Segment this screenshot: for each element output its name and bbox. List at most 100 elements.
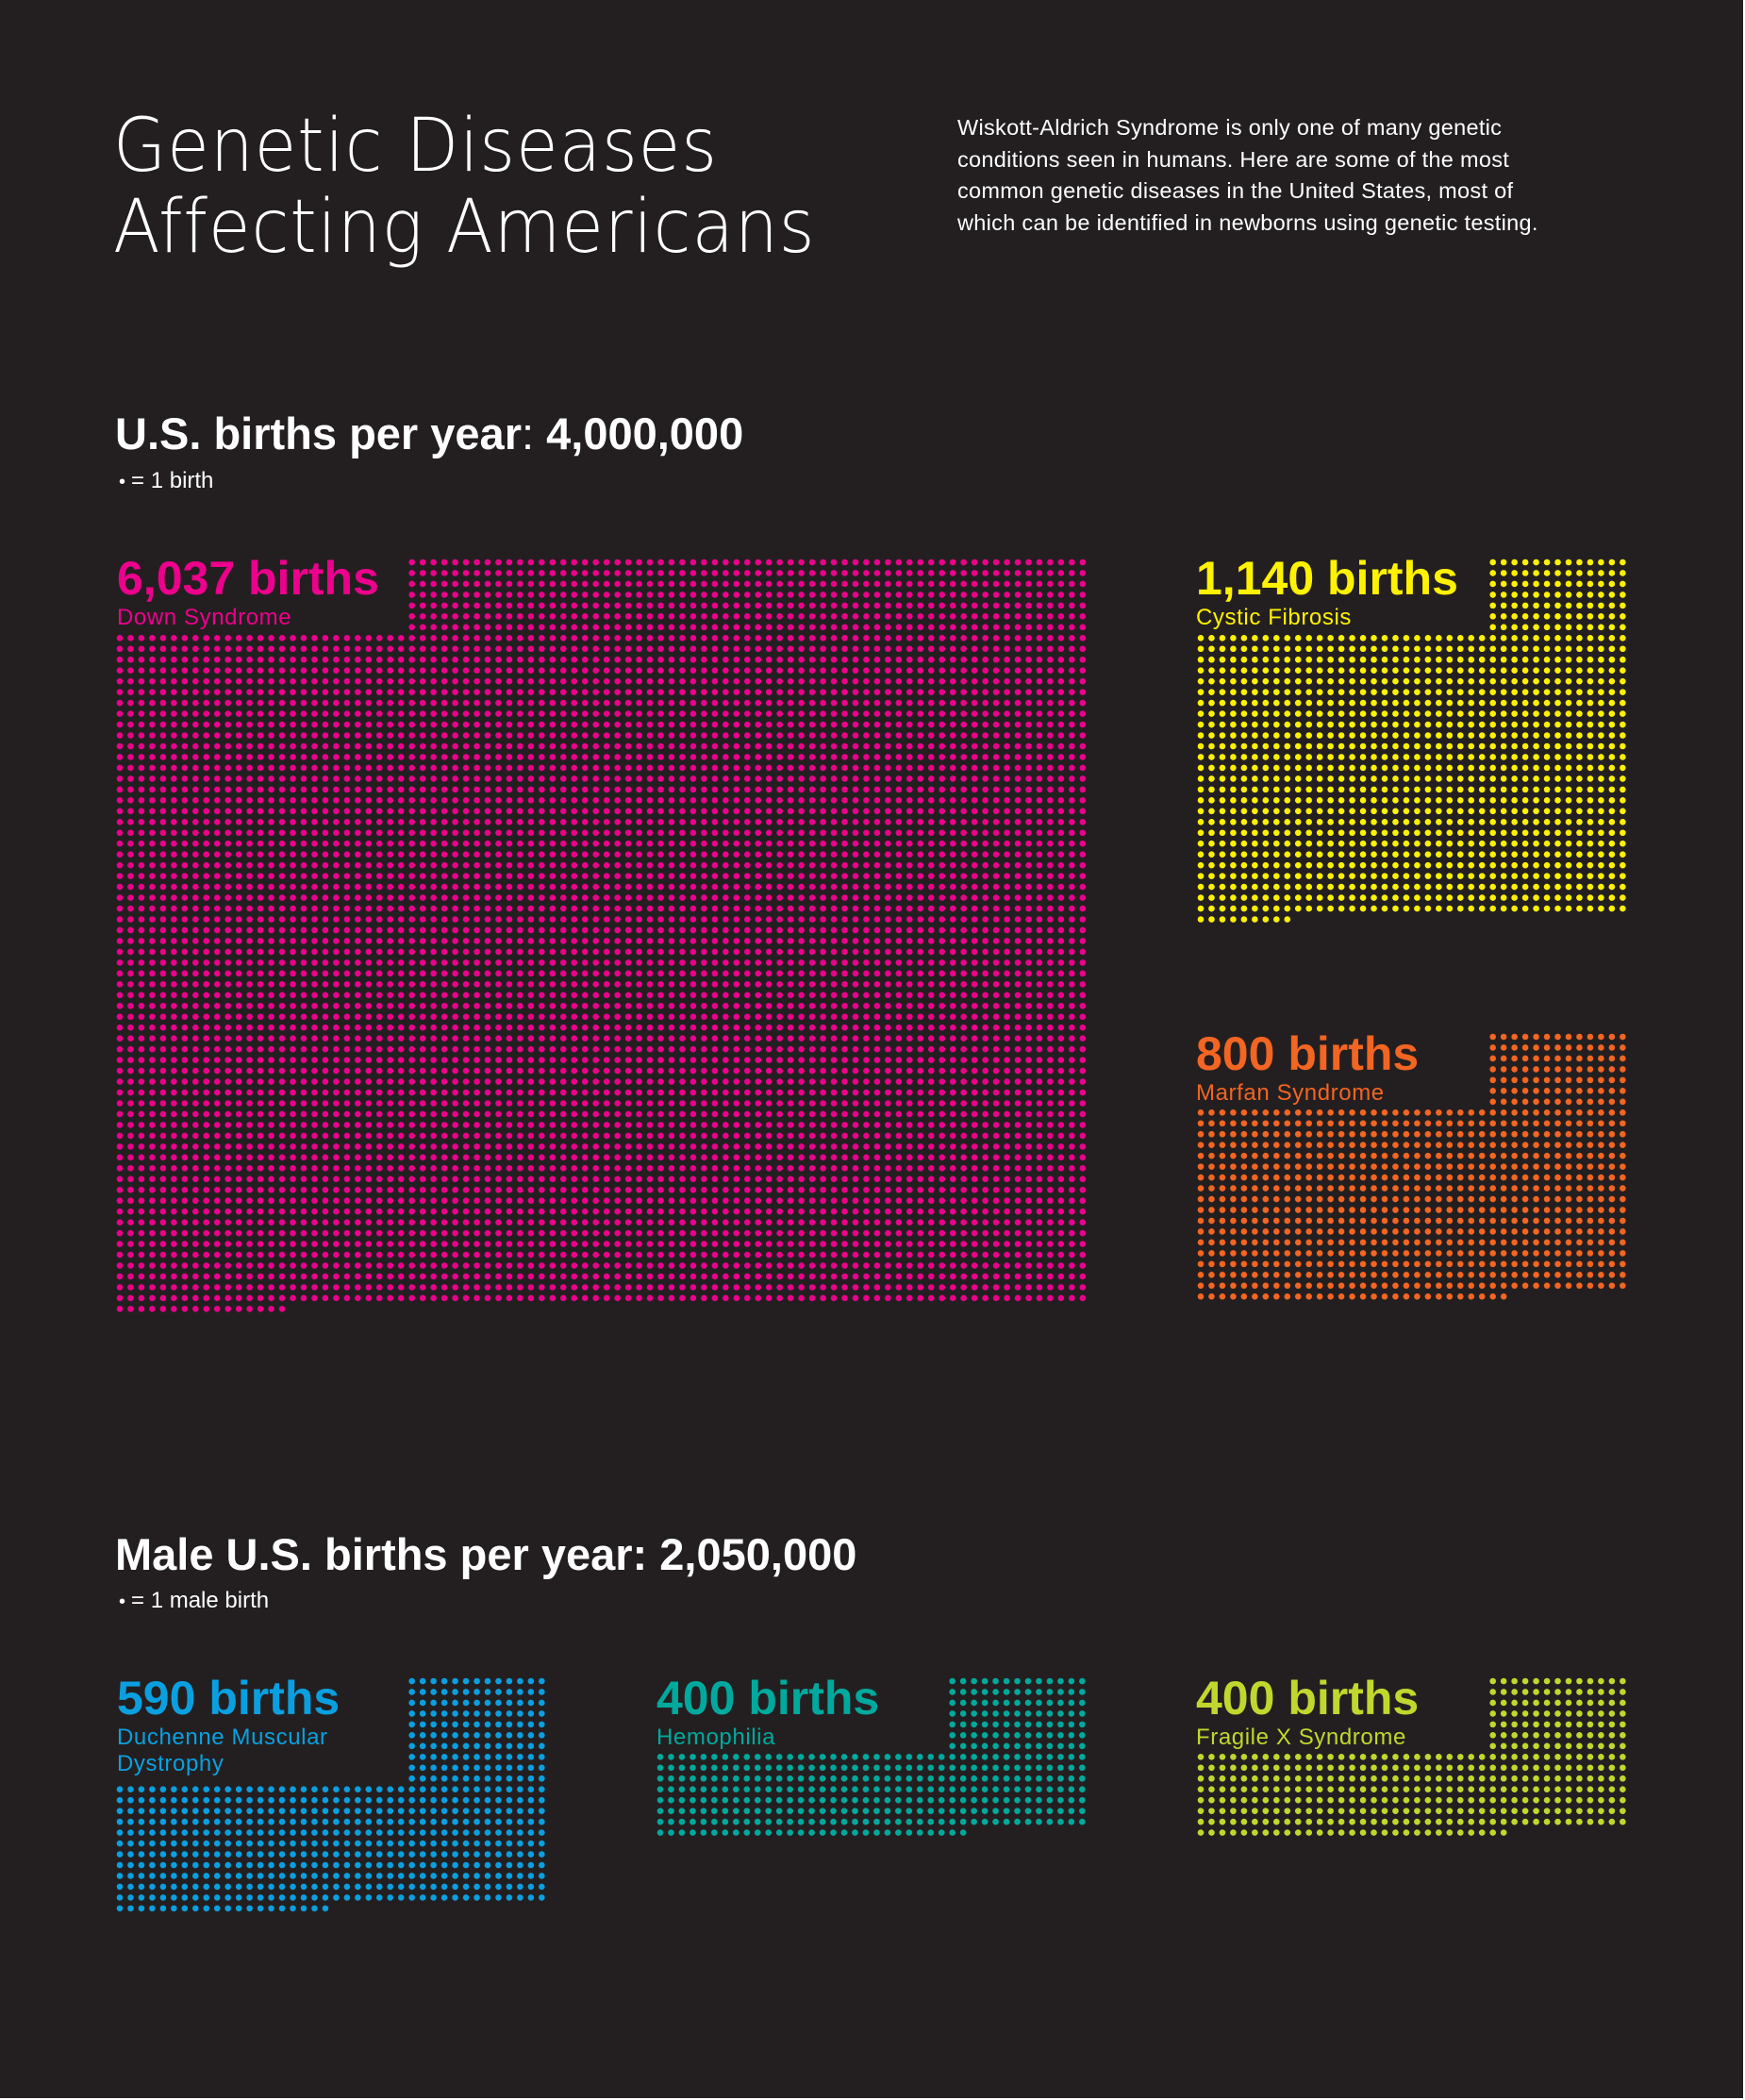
- birth-dot: [430, 1035, 437, 1042]
- birth-dot: [397, 840, 405, 847]
- birth-dot: [1057, 905, 1065, 912]
- birth-dot: [787, 570, 794, 576]
- birth-dot: [863, 948, 870, 956]
- birth-dot: [614, 981, 621, 988]
- birth-dot: [982, 1024, 989, 1031]
- birth-dot: [701, 808, 707, 815]
- birth-dot: [1014, 1002, 1022, 1009]
- birth-dot: [1057, 742, 1065, 750]
- birth-dot: [873, 948, 881, 956]
- birth-dot: [592, 829, 599, 837]
- birth-dot: [885, 840, 891, 847]
- birth-dot: [355, 1002, 361, 1009]
- birth-dot: [549, 1100, 557, 1107]
- birth-dot: [906, 786, 913, 793]
- birth-dot: [776, 883, 783, 891]
- birth-dot: [181, 742, 189, 750]
- birth-dot: [776, 926, 783, 934]
- birth-dot: [181, 1122, 189, 1128]
- birth-dot: [408, 1057, 415, 1063]
- birth-dot: [636, 602, 642, 609]
- birth-dot: [430, 742, 437, 750]
- birth-dot: [474, 1165, 480, 1172]
- birth-dot: [1047, 959, 1054, 966]
- birth-dot: [852, 754, 859, 760]
- birth-dot: [798, 710, 805, 717]
- birth-dot: [462, 710, 470, 717]
- birth-dot: [603, 981, 610, 988]
- birth-dot: [939, 797, 946, 804]
- birth-dot: [895, 775, 903, 782]
- birth-dot: [1079, 732, 1087, 739]
- birth-dot: [257, 818, 264, 825]
- birth-dot: [885, 861, 891, 869]
- birth-dot: [539, 624, 545, 631]
- birth-dot: [971, 894, 978, 901]
- birth-dot: [343, 1057, 351, 1063]
- birth-dot: [679, 775, 686, 782]
- birth-dot: [495, 786, 502, 793]
- birth-dot: [474, 775, 480, 782]
- birth-dot: [343, 710, 351, 717]
- birth-dot: [852, 656, 859, 663]
- birth-dot: [290, 1100, 296, 1107]
- birth-dot: [1036, 558, 1043, 566]
- birth-dot: [1079, 1045, 1087, 1053]
- birth-dot: [430, 645, 437, 653]
- birth-dot: [246, 992, 253, 999]
- birth-dot: [873, 873, 881, 879]
- birth-dot: [440, 840, 448, 847]
- birth-dot: [798, 1143, 805, 1150]
- birth-dot: [322, 840, 329, 847]
- birth-dot: [960, 1110, 967, 1118]
- birth-dot: [375, 851, 383, 858]
- birth-dot: [290, 742, 296, 750]
- birth-dot: [798, 1165, 805, 1172]
- birth-dot: [939, 1132, 946, 1140]
- birth-dot: [743, 1100, 751, 1107]
- birth-dot: [895, 624, 903, 631]
- birth-dot: [917, 938, 924, 944]
- birth-dot: [852, 916, 859, 923]
- birth-dot: [300, 1024, 307, 1031]
- birth-dot: [527, 634, 535, 642]
- birth-dot: [960, 808, 967, 815]
- birth-dot: [636, 721, 642, 728]
- birth-dot: [701, 764, 707, 772]
- birth-dot: [440, 851, 448, 858]
- birth-dot: [549, 1078, 557, 1085]
- birth-dot: [116, 1100, 124, 1107]
- birth-dot: [387, 840, 394, 847]
- birth-dot: [559, 894, 567, 901]
- birth-dot: [549, 645, 557, 653]
- birth-dot: [603, 754, 610, 760]
- birth-dot: [603, 1024, 610, 1031]
- birth-dot: [322, 1089, 329, 1096]
- birth-dot: [895, 1089, 903, 1096]
- birth-dot: [517, 851, 524, 858]
- birth-dot: [733, 1165, 740, 1172]
- birth-dot: [333, 829, 340, 837]
- birth-dot: [755, 732, 762, 739]
- birth-dot: [917, 602, 924, 609]
- birth-dot: [127, 699, 134, 707]
- birth-dot: [592, 1002, 599, 1009]
- birth-dot: [430, 1045, 437, 1053]
- birth-dot: [690, 645, 697, 653]
- birth-dot: [268, 1024, 274, 1031]
- birth-dot: [776, 873, 783, 879]
- birth-dot: [711, 1122, 719, 1128]
- birth-dot: [375, 710, 383, 717]
- birth-dot: [939, 1024, 946, 1031]
- birth-dot: [397, 873, 405, 879]
- birth-dot: [755, 1122, 762, 1128]
- birth-dot: [1069, 613, 1075, 620]
- birth-dot: [971, 916, 978, 923]
- birth-dot: [355, 699, 361, 707]
- birth-dot: [657, 829, 664, 837]
- birth-dot: [278, 667, 286, 674]
- birth-dot: [636, 905, 642, 912]
- birth-dot: [397, 829, 405, 837]
- birth-dot: [138, 1067, 145, 1075]
- birth-dot: [419, 938, 426, 944]
